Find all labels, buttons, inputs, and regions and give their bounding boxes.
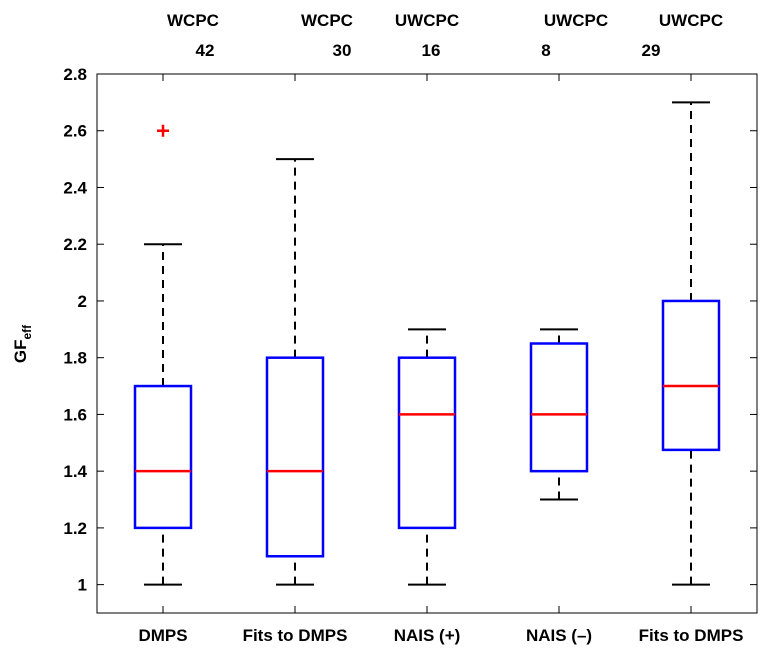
box	[529, 342, 589, 473]
top-label: WCPC	[301, 11, 353, 30]
x-tick-label: NAIS (–)	[526, 626, 592, 645]
y-tick-label: 1.2	[63, 519, 87, 538]
x-tick-label: Fits to DMPS	[639, 626, 744, 645]
top-number: 29	[642, 41, 661, 60]
box	[397, 356, 457, 530]
y-tick-label: 1.8	[63, 349, 87, 368]
y-axis-label-main: GF	[11, 340, 30, 364]
x-tick-label: DMPS	[138, 626, 187, 645]
top-number: 8	[541, 41, 550, 60]
x-tick-label: Fits to DMPS	[243, 626, 348, 645]
y-axis-label: GFeff	[11, 324, 34, 363]
x-tick-label: NAIS (+)	[394, 626, 461, 645]
top-label: UWCPC	[395, 11, 459, 30]
y-tick-label: 1.6	[63, 405, 87, 424]
top-label: UWCPC	[659, 11, 723, 30]
top-number: 42	[196, 41, 215, 60]
top-label: UWCPC	[544, 11, 608, 30]
top-number: 30	[333, 41, 352, 60]
y-tick-label: 2.8	[63, 65, 87, 84]
y-tick-label: 1.4	[63, 462, 87, 481]
y-tick-label: 2.6	[63, 122, 87, 141]
top-label: WCPC	[167, 11, 219, 30]
box	[133, 384, 193, 530]
outlier	[157, 124, 169, 137]
y-axis-label-subscript: eff	[20, 324, 34, 340]
y-tick-label: 2	[78, 292, 87, 311]
y-tick-label: 2.4	[63, 178, 87, 197]
y-tick-label: 1	[78, 576, 87, 595]
y-tick-label: 2.2	[63, 235, 87, 254]
top-number: 16	[422, 41, 441, 60]
box	[661, 299, 721, 452]
box	[265, 356, 325, 558]
